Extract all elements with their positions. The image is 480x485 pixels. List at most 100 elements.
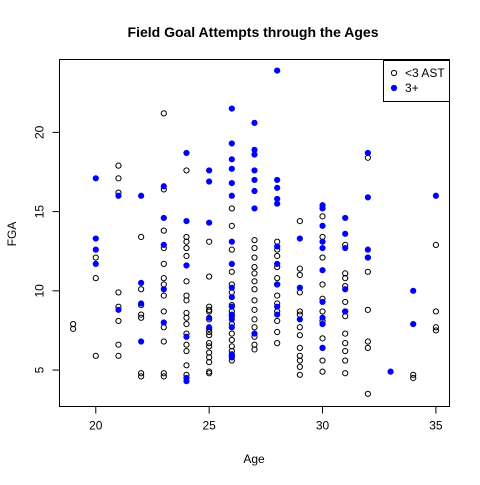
data-point [228,140,235,147]
data-point [296,363,303,370]
data-point [183,218,190,225]
data-point [342,244,349,252]
data-point [296,357,303,364]
data-point [251,167,258,174]
data-point [160,260,167,267]
data-point [342,298,349,306]
data-point [115,175,122,182]
data-point [364,390,371,397]
x-tick-label: 35 [429,419,443,433]
data-point [296,371,303,378]
data-point [138,314,145,321]
data-point [410,374,417,382]
data-point [183,347,190,355]
data-point [251,263,258,271]
data-point [342,330,349,337]
series-3plus [92,67,439,385]
data-point [228,284,235,291]
data-point [432,308,439,315]
data-point [432,324,439,331]
data-points [70,67,439,397]
data-point [319,267,326,274]
data-point [228,303,235,310]
data-point [206,178,213,185]
data-point [410,287,417,294]
data-point [319,222,326,229]
data-point [296,284,303,291]
data-point [228,324,235,331]
data-point [92,175,99,182]
data-point [206,324,213,331]
data-point [138,338,145,345]
data-point [183,244,190,252]
data-point [92,352,99,359]
data-point [274,252,281,260]
data-point [228,238,235,245]
data-point [115,341,122,348]
data-point [228,336,235,344]
data-point [183,238,190,245]
data-point [160,370,167,377]
data-point [319,254,326,261]
data-point [274,200,281,207]
data-point [296,265,303,272]
data-point [160,275,167,282]
legend: <3 AST 3+ [383,60,450,102]
data-point [342,370,349,377]
data-point [183,278,190,285]
y-axis-label: FGA [5,222,19,247]
data-point [296,324,303,331]
data-point [342,347,349,355]
data-point [342,214,349,222]
data-point [160,227,167,234]
data-point [296,308,303,315]
data-point [319,308,326,315]
data-point [183,362,190,369]
x-tick-label: 25 [202,419,216,433]
data-point [138,279,145,287]
data-point [319,335,326,342]
data-point [206,370,213,377]
data-point [160,319,167,326]
data-point [410,321,417,328]
data-point [206,340,213,347]
data-point [251,187,258,195]
data-point [274,340,281,347]
legend-label-3plus: 3+ [405,81,419,95]
data-point [115,162,122,169]
data-point [115,352,122,359]
data-point [70,325,77,332]
data-point [251,330,258,337]
data-point [115,317,122,325]
data-point [319,368,326,375]
data-point [364,149,371,157]
data-point [183,321,190,328]
data-point [115,306,122,313]
y-tick-label: 5 [33,366,47,373]
data-point [160,241,167,248]
data-point [92,275,99,282]
data-point [183,149,190,157]
data-point [228,165,235,172]
data-point [364,268,371,275]
data-point [274,243,281,250]
data-point [364,344,371,351]
chart-title: Field Goal Attempts through the Ages [128,24,379,40]
data-point [160,183,167,190]
data-point [342,308,349,315]
data-point [342,230,349,237]
data-point [160,286,167,293]
data-point [138,233,145,241]
y-tick-label: 20 [33,125,47,139]
data-point [251,205,258,212]
data-point [228,354,235,361]
legend-box [383,60,450,102]
data-point [115,289,122,296]
data-point [274,184,281,191]
data-point [251,237,258,244]
data-point [251,297,258,304]
data-point [296,218,303,225]
data-point [228,156,235,163]
data-point [274,281,281,288]
